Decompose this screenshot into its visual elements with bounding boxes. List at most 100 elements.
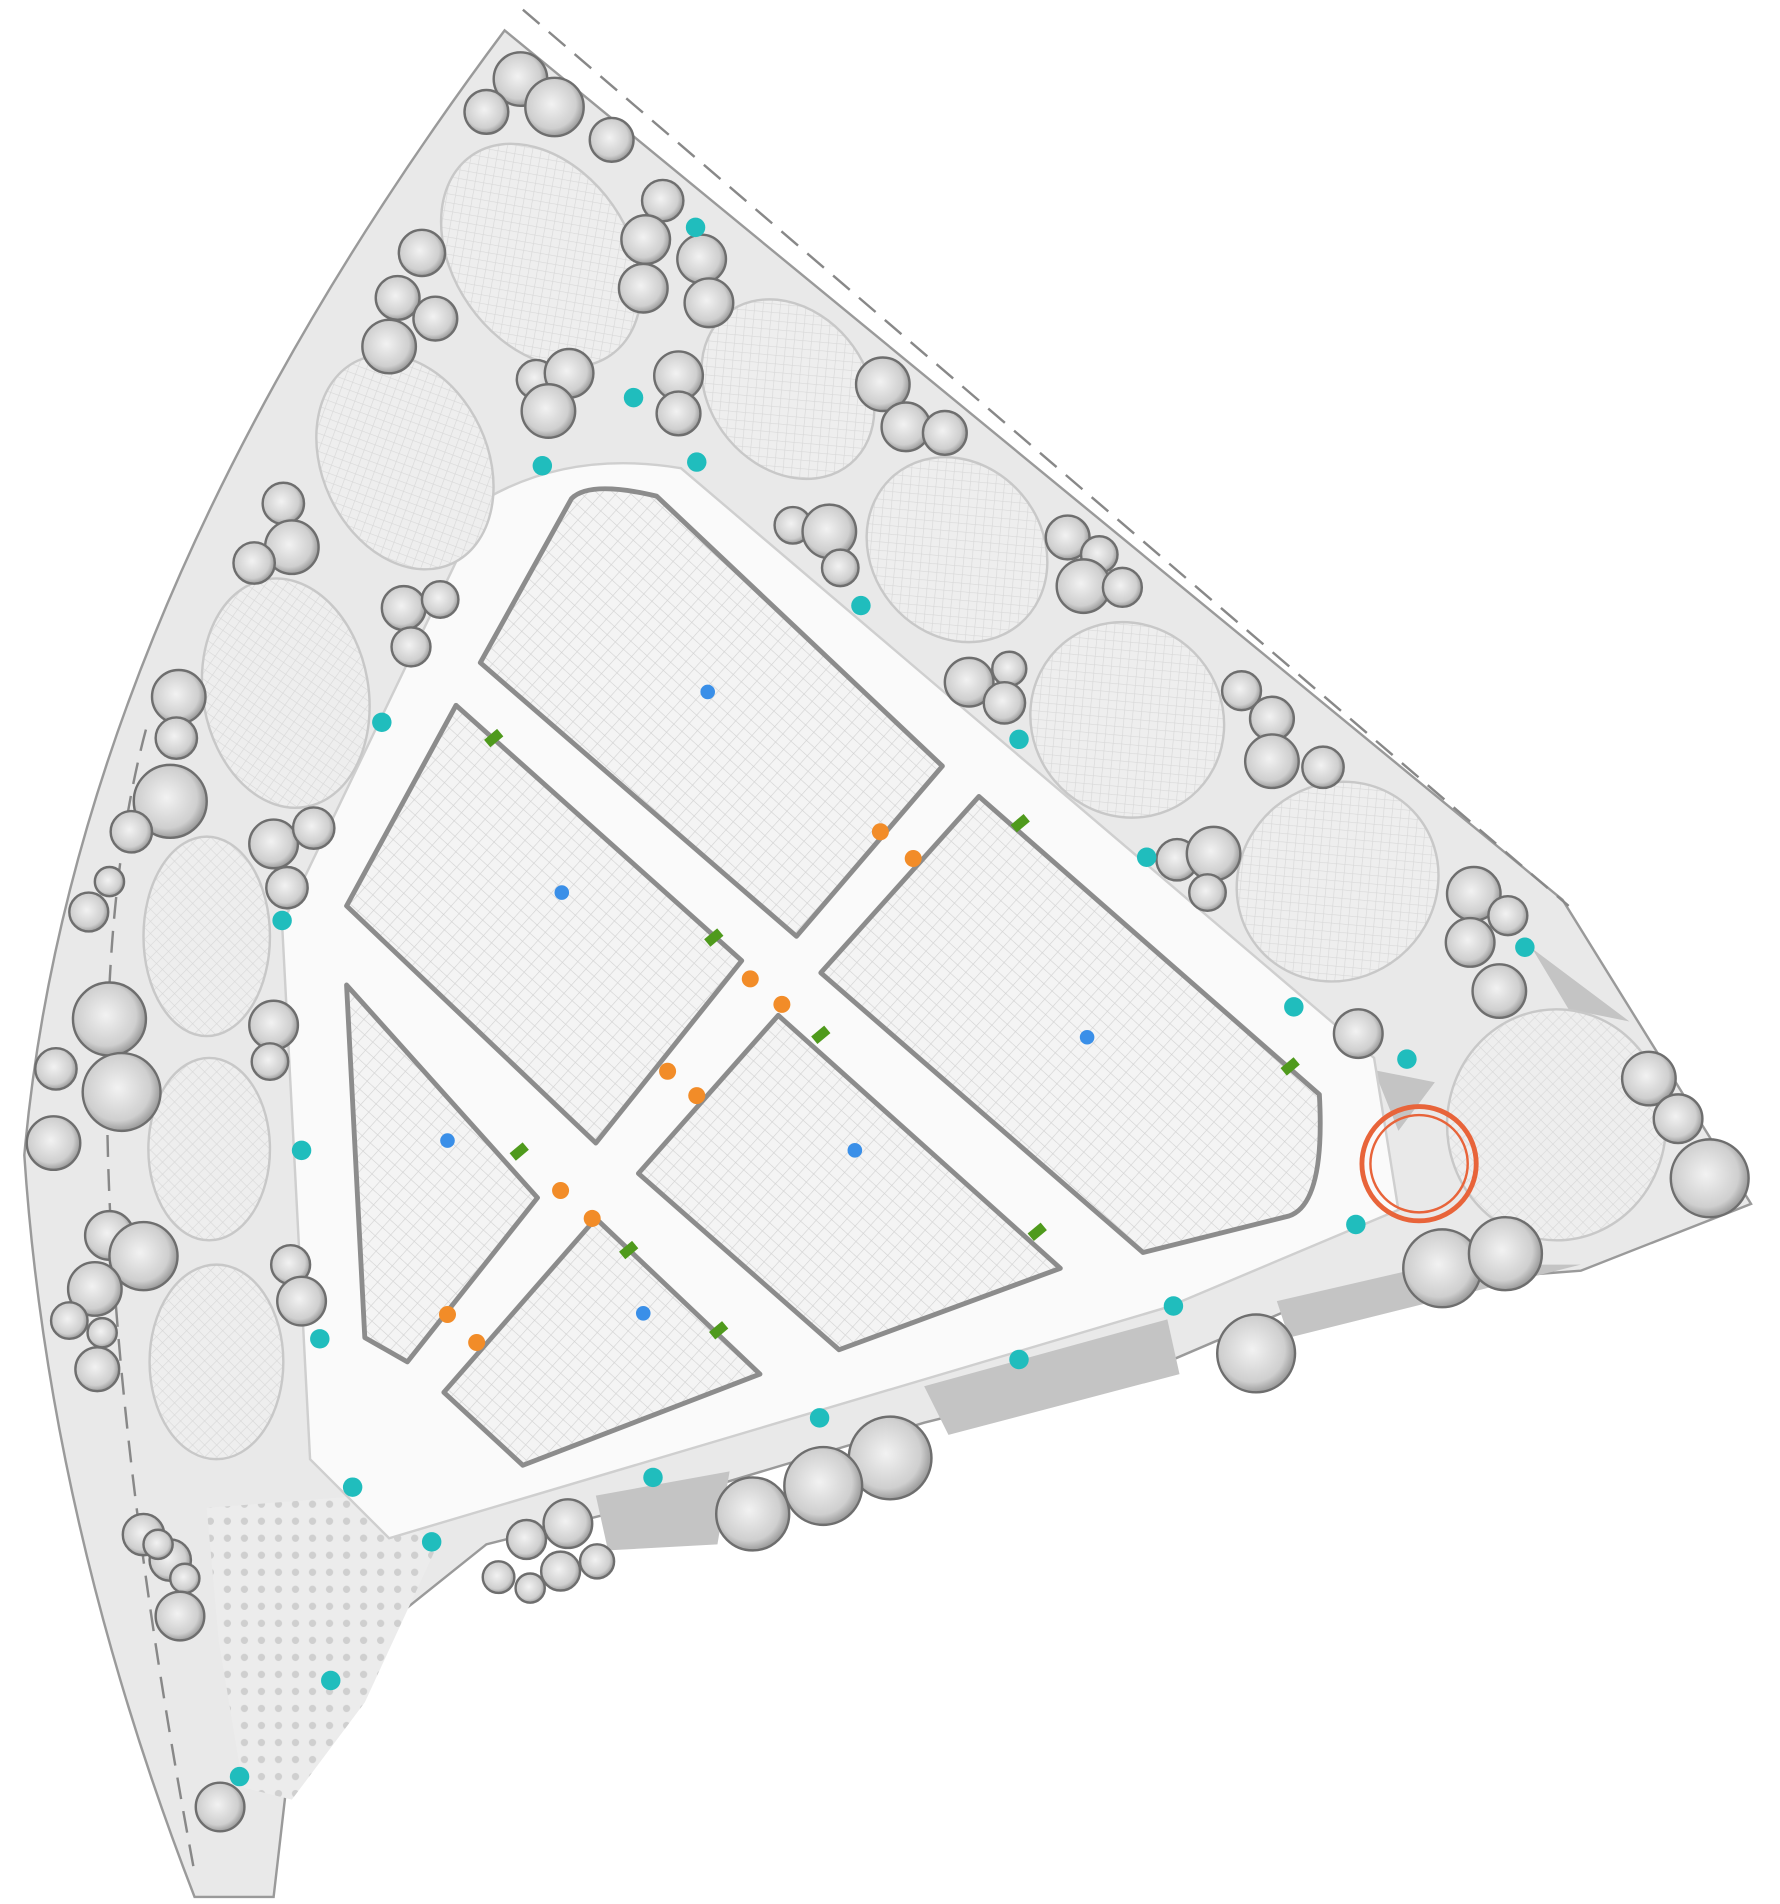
tree (620, 214, 672, 266)
block-marker (554, 885, 570, 900)
tree (1101, 566, 1144, 608)
tree (1471, 963, 1528, 1020)
crossing-marker (438, 1305, 456, 1324)
tree (578, 1543, 616, 1580)
tree (81, 1051, 162, 1133)
lamp-marker (1346, 1214, 1366, 1235)
tree (505, 1518, 548, 1561)
lamp-marker (623, 387, 644, 408)
tree (261, 481, 306, 526)
crossing-marker (688, 1087, 706, 1105)
block-marker (1079, 1029, 1095, 1045)
tree (520, 383, 577, 439)
focus-ring (1359, 1104, 1479, 1224)
tree (68, 891, 110, 933)
crossing-marker (552, 1181, 570, 1199)
tree (108, 1220, 179, 1292)
tree (420, 580, 460, 619)
lamp-marker (321, 1670, 341, 1691)
lamp-marker (687, 452, 707, 472)
lamp-marker (1284, 997, 1304, 1017)
lamp-marker (421, 1532, 442, 1552)
tree (361, 318, 418, 375)
tree (93, 865, 126, 898)
property-line (522, 8, 1570, 907)
tree (374, 274, 421, 322)
tree (1467, 1215, 1544, 1292)
markers-layer (25, 51, 1750, 1833)
lamp-marker (1163, 1296, 1184, 1316)
tree (109, 809, 154, 854)
tree (154, 1590, 206, 1642)
tree (74, 1346, 121, 1393)
bench-marker (1010, 814, 1030, 833)
crossing-marker (871, 823, 889, 841)
bench-marker (484, 728, 504, 748)
lamp-marker (1515, 937, 1535, 957)
parking-blocks (344, 486, 1323, 1468)
tree (1215, 1313, 1297, 1394)
meadow (206, 1495, 438, 1800)
crossing-marker (659, 1062, 677, 1080)
lamp-marker (310, 1329, 330, 1349)
lamp-marker (291, 1140, 312, 1161)
tree (154, 716, 199, 760)
tree (854, 356, 911, 413)
lamp-marker (1397, 1049, 1417, 1069)
tree (1444, 916, 1496, 968)
tree (86, 1316, 118, 1349)
tree (248, 999, 300, 1051)
tree (150, 668, 207, 725)
tree (265, 865, 309, 910)
tree (412, 295, 459, 342)
tree (248, 818, 300, 870)
tree (1188, 873, 1227, 912)
tree (1402, 1228, 1483, 1309)
tree (539, 1550, 582, 1592)
focus-ring-inner (1369, 1113, 1469, 1214)
tree (232, 541, 277, 585)
lamp-marker (809, 1408, 830, 1428)
bench-marker (619, 1240, 639, 1260)
tree (982, 680, 1027, 725)
crossing-marker (583, 1209, 601, 1227)
tree (943, 656, 995, 708)
tree (194, 1781, 246, 1833)
lamp-marker (1009, 1349, 1029, 1370)
tree (676, 233, 728, 285)
lamp-marker (372, 712, 392, 733)
tree (1301, 745, 1345, 790)
tree (380, 584, 427, 632)
tree (25, 1115, 82, 1172)
block-marker (635, 1305, 651, 1321)
bench-marker (1280, 1057, 1300, 1076)
crossing-marker (741, 970, 759, 988)
tree (655, 390, 702, 437)
tree (291, 806, 336, 850)
crossing-marker (904, 849, 922, 868)
tree (1652, 1093, 1704, 1145)
tree (1044, 514, 1091, 561)
lamp-marker (1136, 847, 1157, 868)
tree (991, 650, 1028, 688)
tree (276, 1275, 328, 1327)
block-marker (847, 1143, 863, 1158)
tree (715, 1476, 791, 1552)
tree (1620, 1050, 1677, 1107)
tree (524, 76, 585, 138)
tree (1185, 825, 1242, 882)
tree (481, 1560, 516, 1595)
lamp-marker (643, 1467, 663, 1488)
tree (783, 1445, 864, 1527)
tree (1243, 733, 1300, 790)
lamp-marker (532, 456, 553, 476)
tree (49, 1301, 89, 1341)
tree (1332, 1008, 1384, 1060)
bench-marker (709, 1321, 729, 1340)
lamp-marker (272, 910, 292, 931)
bench-marker (509, 1142, 529, 1161)
tree (390, 626, 432, 668)
lamp-marker (851, 595, 871, 616)
